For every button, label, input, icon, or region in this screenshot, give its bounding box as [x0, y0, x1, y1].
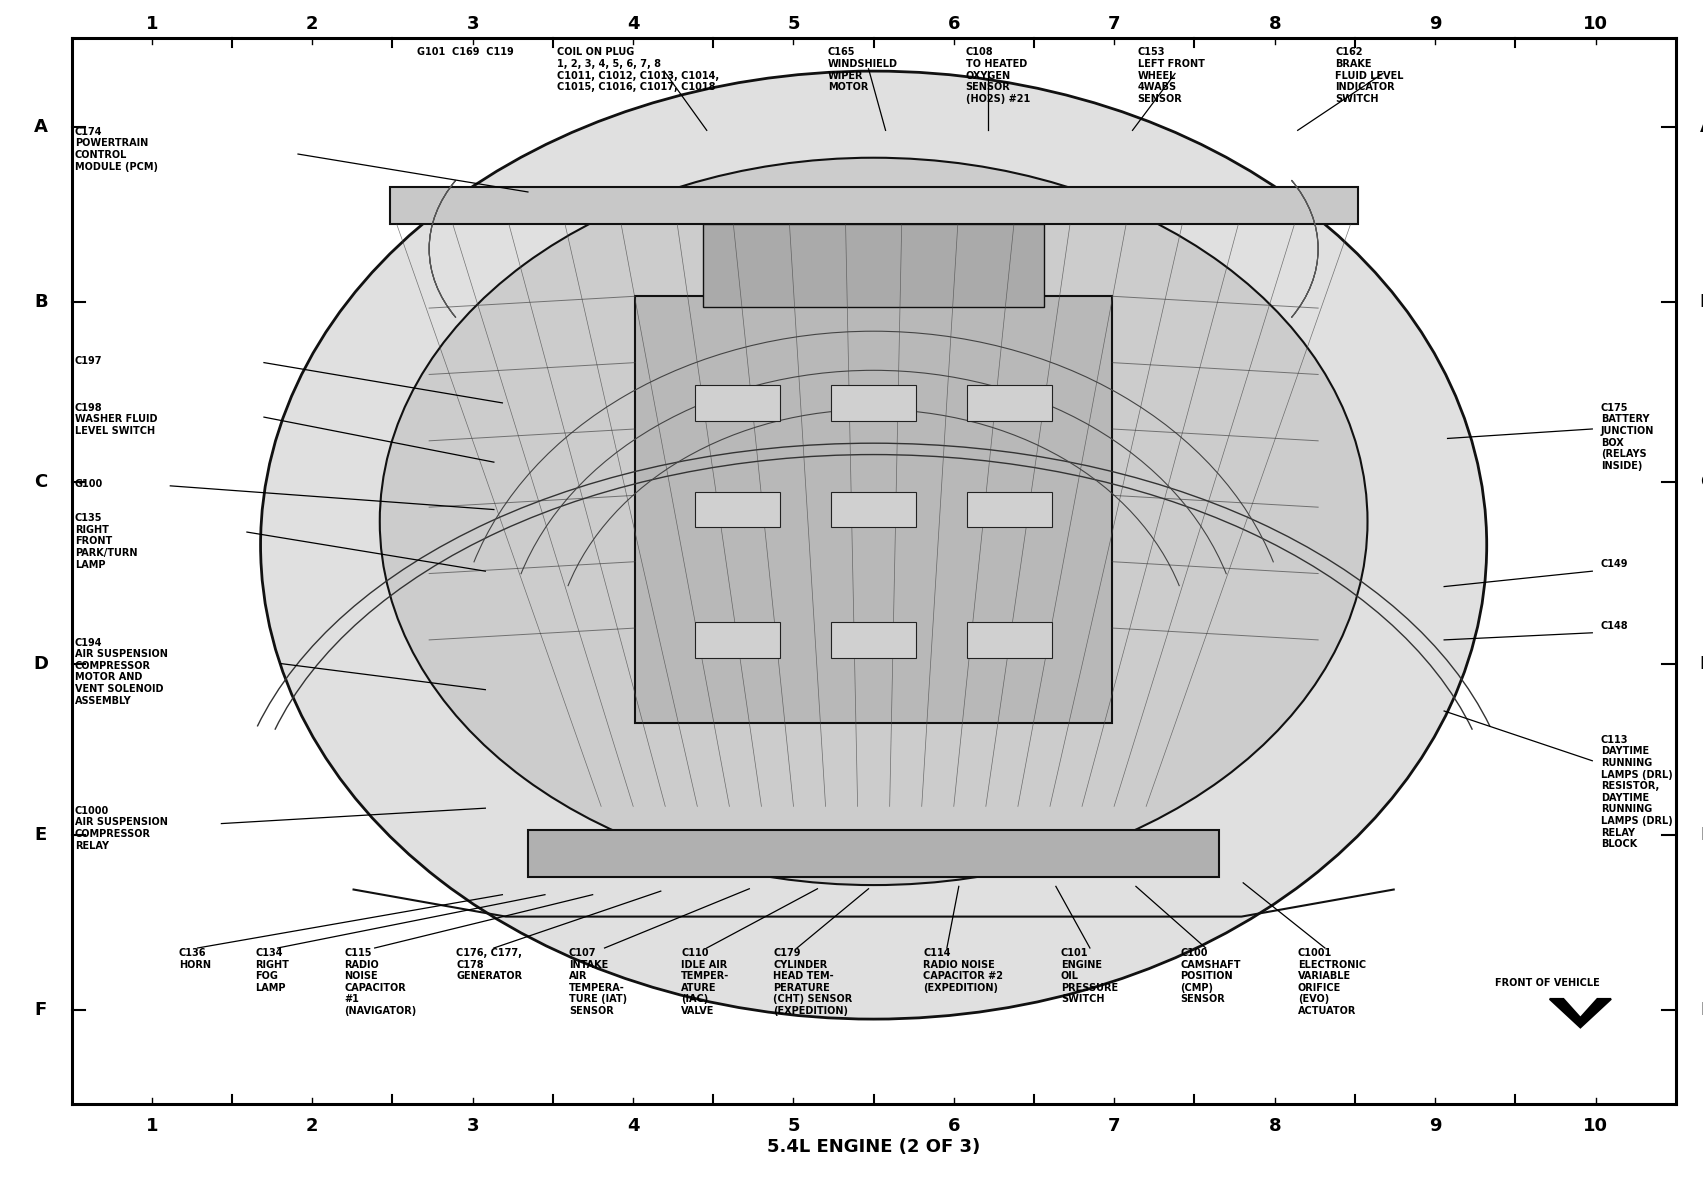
Text: C107
INTAKE
AIR
TEMPERA-
TURE (IAT)
SENSOR: C107 INTAKE AIR TEMPERA- TURE (IAT) SENS…	[569, 948, 627, 1016]
Bar	[703, 224, 1044, 307]
Bar	[695, 622, 780, 658]
Text: 1: 1	[145, 14, 158, 33]
Text: F: F	[34, 1000, 48, 1019]
Text: D: D	[34, 654, 48, 673]
Text: COIL ON PLUG
1, 2, 3, 4, 5, 6, 7, 8
C1011, C1012, C1013, C1014,
C1015, C1016, C1: COIL ON PLUG 1, 2, 3, 4, 5, 6, 7, 8 C101…	[557, 47, 719, 92]
Bar	[528, 830, 1219, 877]
Bar	[831, 492, 916, 527]
Text: 9: 9	[1429, 1116, 1441, 1135]
Text: 3: 3	[467, 14, 479, 33]
Text: C: C	[1700, 473, 1703, 492]
Text: C148: C148	[1601, 621, 1628, 630]
Bar	[695, 492, 780, 527]
Text: E: E	[34, 826, 48, 845]
Ellipse shape	[380, 158, 1368, 885]
Text: F: F	[1700, 1000, 1703, 1019]
Text: C110
IDLE AIR
TEMPER-
ATURE
(IAC)
VALVE: C110 IDLE AIR TEMPER- ATURE (IAC) VALVE	[681, 948, 729, 1016]
Text: A: A	[34, 117, 48, 136]
Text: C149: C149	[1601, 559, 1628, 569]
Bar	[967, 385, 1052, 421]
Text: 7: 7	[1109, 14, 1121, 33]
Text: G101  C169  C119: G101 C169 C119	[417, 47, 514, 57]
Bar	[967, 622, 1052, 658]
Text: C175
BATTERY
JUNCTION
BOX
(RELAYS
INSIDE): C175 BATTERY JUNCTION BOX (RELAYS INSIDE…	[1601, 403, 1654, 470]
Text: C179
CYLINDER
HEAD TEM-
PERATURE
(CHT) SENSOR
(EXPEDITION): C179 CYLINDER HEAD TEM- PERATURE (CHT) S…	[773, 948, 853, 1016]
Text: C113
DAYTIME
RUNNING
LAMPS (DRL)
RESISTOR,
DAYTIME
RUNNING
LAMPS (DRL)
RELAY
BLO: C113 DAYTIME RUNNING LAMPS (DRL) RESISTO…	[1601, 735, 1672, 850]
Bar	[967, 492, 1052, 527]
Text: 5.4L ENGINE (2 OF 3): 5.4L ENGINE (2 OF 3)	[766, 1138, 981, 1157]
Text: 2: 2	[307, 1116, 318, 1135]
Text: C101
ENGINE
OIL
PRESSURE
SWITCH: C101 ENGINE OIL PRESSURE SWITCH	[1061, 948, 1119, 1005]
Text: C153
LEFT FRONT
WHEEL
4WABS
SENSOR: C153 LEFT FRONT WHEEL 4WABS SENSOR	[1138, 47, 1204, 104]
Text: C1001
ELECTRONIC
VARIABLE
ORIFICE
(EVO)
ACTUATOR: C1001 ELECTRONIC VARIABLE ORIFICE (EVO) …	[1298, 948, 1366, 1016]
Bar	[831, 622, 916, 658]
Text: B: B	[34, 293, 48, 312]
Text: D: D	[1700, 654, 1703, 673]
Text: 4: 4	[627, 14, 639, 33]
Text: 10: 10	[1584, 14, 1608, 33]
Text: 4: 4	[627, 1116, 639, 1135]
Text: C134
RIGHT
FOG
LAMP: C134 RIGHT FOG LAMP	[255, 948, 290, 993]
Bar	[635, 296, 1112, 723]
Text: C: C	[34, 473, 48, 492]
Text: 8: 8	[1269, 14, 1281, 33]
Text: 2: 2	[307, 14, 318, 33]
Text: C135
RIGHT
FRONT
PARK/TURN
LAMP: C135 RIGHT FRONT PARK/TURN LAMP	[75, 513, 138, 570]
Text: C114
RADIO NOISE
CAPACITOR #2
(EXPEDITION): C114 RADIO NOISE CAPACITOR #2 (EXPEDITIO…	[923, 948, 1003, 993]
Text: G100: G100	[75, 479, 104, 488]
Text: C176, C177,
C178
GENERATOR: C176, C177, C178 GENERATOR	[456, 948, 523, 981]
Text: C108
TO HEATED
OXYGEN
SENSOR
(HO2S) #21: C108 TO HEATED OXYGEN SENSOR (HO2S) #21	[966, 47, 1030, 104]
Text: 5: 5	[787, 14, 800, 33]
Text: C174
POWERTRAIN
CONTROL
MODULE (PCM): C174 POWERTRAIN CONTROL MODULE (PCM)	[75, 127, 158, 172]
Text: 3: 3	[467, 1116, 479, 1135]
Text: C197: C197	[75, 356, 102, 365]
Text: C1000
AIR SUSPENSION
COMPRESSOR
RELAY: C1000 AIR SUSPENSION COMPRESSOR RELAY	[75, 806, 169, 851]
Text: 10: 10	[1584, 1116, 1608, 1135]
Text: C100
CAMSHAFT
POSITION
(CMP)
SENSOR: C100 CAMSHAFT POSITION (CMP) SENSOR	[1180, 948, 1241, 1005]
Text: C198
WASHER FLUID
LEVEL SWITCH: C198 WASHER FLUID LEVEL SWITCH	[75, 403, 157, 436]
Text: FRONT OF VEHICLE: FRONT OF VEHICLE	[1495, 978, 1601, 987]
Text: E: E	[1700, 826, 1703, 845]
Polygon shape	[1550, 999, 1611, 1027]
Text: 8: 8	[1269, 1116, 1281, 1135]
Text: B: B	[1700, 293, 1703, 312]
Text: C136
HORN: C136 HORN	[179, 948, 211, 969]
Text: C162
BRAKE
FLUID LEVEL
INDICATOR
SWITCH: C162 BRAKE FLUID LEVEL INDICATOR SWITCH	[1335, 47, 1403, 104]
Bar	[831, 385, 916, 421]
Text: 1: 1	[145, 1116, 158, 1135]
Text: 9: 9	[1429, 14, 1441, 33]
Bar	[695, 385, 780, 421]
Text: C194
AIR SUSPENSION
COMPRESSOR
MOTOR AND
VENT SOLENOID
ASSEMBLY: C194 AIR SUSPENSION COMPRESSOR MOTOR AND…	[75, 638, 169, 705]
Text: 7: 7	[1109, 1116, 1121, 1135]
Text: A: A	[1700, 117, 1703, 136]
Bar	[390, 186, 1357, 224]
Ellipse shape	[261, 71, 1487, 1019]
Text: C115
RADIO
NOISE
CAPACITOR
#1
(NAVIGATOR): C115 RADIO NOISE CAPACITOR #1 (NAVIGATOR…	[344, 948, 416, 1016]
Text: C165
WINDSHIELD
WIPER
MOTOR: C165 WINDSHIELD WIPER MOTOR	[828, 47, 897, 92]
Bar	[72, 38, 1676, 1104]
Text: 6: 6	[947, 14, 960, 33]
Text: 5: 5	[787, 1116, 800, 1135]
Text: 6: 6	[947, 1116, 960, 1135]
